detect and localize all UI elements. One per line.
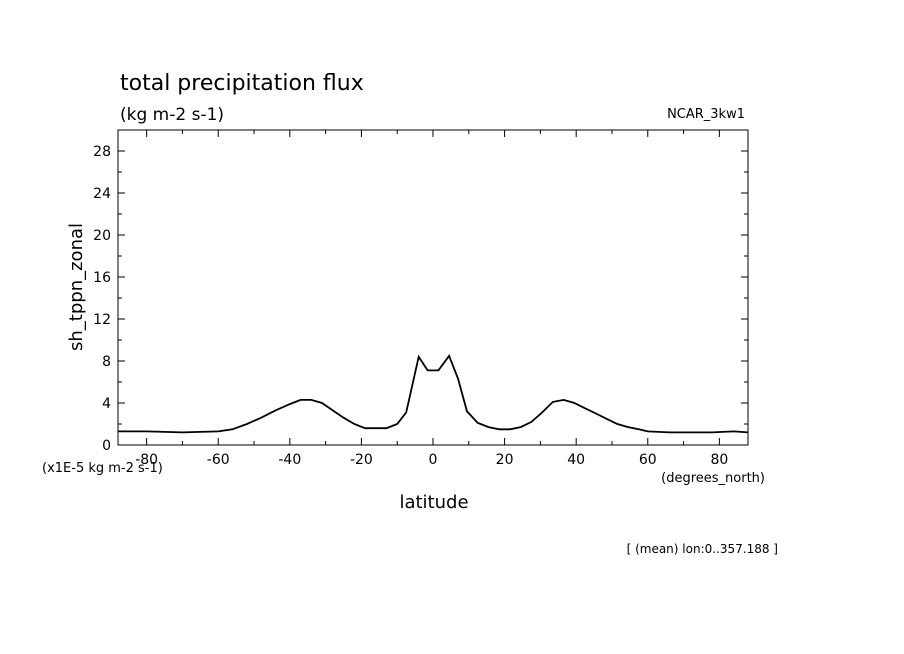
y-tick-label: 8	[102, 354, 111, 370]
chart-title: total precipitation flux	[120, 71, 364, 96]
y-tick-label: 24	[93, 186, 111, 202]
footnote: [ (mean) lon:0..357.188 ]	[627, 542, 778, 556]
y-axis-label: sh_tppn_zonal	[66, 223, 87, 351]
chart-units: (kg m-2 s-1)	[120, 105, 224, 125]
y-scale-note: (x1E-5 kg m-2 s-1)	[42, 461, 163, 476]
y-axis: 0 4 8 12 16 20 24 28	[93, 129, 748, 454]
x-tick-label: 20	[496, 452, 514, 468]
x-axis: -80 -60 -40 -20 0 20 40 60 80	[135, 130, 728, 468]
dataset-label: NCAR_3kw1	[667, 107, 745, 122]
y-tick-label: 0	[102, 438, 111, 454]
x-tick-label: 80	[710, 452, 728, 468]
x-tick-label: -40	[278, 452, 301, 468]
series-line	[118, 353, 749, 434]
y-tick-label: 16	[93, 270, 111, 286]
x-tick-label: 60	[639, 452, 657, 468]
y-tick-label: 28	[93, 144, 111, 160]
y-tick-label: 12	[93, 312, 111, 328]
x-axis-units: (degrees_north)	[661, 471, 765, 486]
x-tick-label: -80	[135, 452, 158, 468]
x-axis-label: latitude	[399, 492, 468, 513]
y-tick-label: 4	[102, 396, 111, 412]
x-tick-label: 0	[429, 452, 438, 468]
x-tick-label: -60	[207, 452, 230, 468]
y-tick-label: 20	[93, 228, 111, 244]
x-tick-label: 40	[567, 452, 585, 468]
x-tick-label: -20	[350, 452, 373, 468]
plot-frame	[117, 129, 749, 446]
